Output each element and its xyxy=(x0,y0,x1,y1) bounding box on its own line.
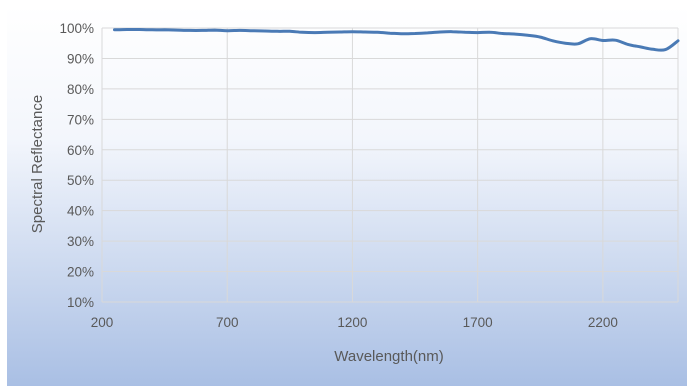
y-tick-label: 100% xyxy=(59,21,94,36)
x-tick-label: 200 xyxy=(91,315,114,330)
y-tick-label: 40% xyxy=(67,204,94,219)
gridlines xyxy=(101,27,679,303)
y-tick-label: 60% xyxy=(67,143,94,158)
x-tick-label: 2200 xyxy=(588,315,618,330)
y-tick-label: 30% xyxy=(67,234,94,249)
x-tick-labels: 200 700 1200 1700 2200 xyxy=(91,315,618,330)
x-axis-title: Wavelength(nm) xyxy=(334,348,443,365)
y-tick-label: 70% xyxy=(67,112,94,127)
y-tick-label: 50% xyxy=(67,173,94,188)
y-tick-label: 10% xyxy=(67,295,94,310)
y-axis-title: Spectral Reflectance xyxy=(29,95,46,233)
y-tick-label: 90% xyxy=(67,51,94,66)
chart-background xyxy=(7,6,687,386)
x-tick-label: 1700 xyxy=(463,315,493,330)
y-tick-label: 20% xyxy=(67,265,94,280)
y-tick-label: 80% xyxy=(67,82,94,97)
x-tick-label: 700 xyxy=(216,315,239,330)
y-tick-labels: 10% 20% 30% 40% 50% 60% 70% 80% 90% 100% xyxy=(59,21,94,310)
reflectance-series-line xyxy=(113,28,680,52)
x-tick-label: 1200 xyxy=(337,315,367,330)
